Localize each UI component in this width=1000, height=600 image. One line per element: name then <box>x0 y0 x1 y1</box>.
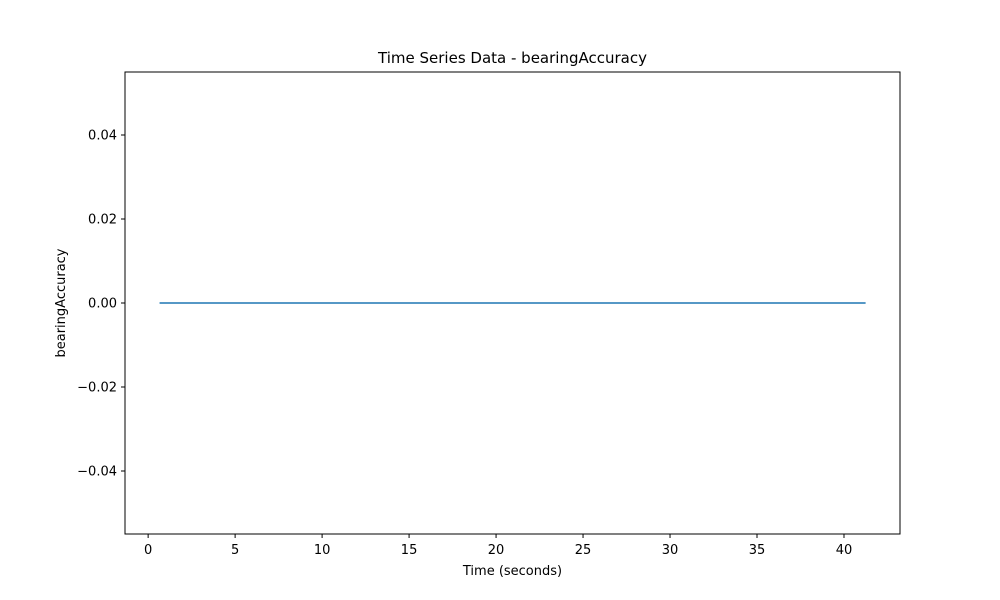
y-tick-label: 0.04 <box>88 129 117 144</box>
y-tick-label: 0.02 <box>88 213 117 228</box>
x-tick-label: 30 <box>662 543 679 558</box>
x-tick-label: 10 <box>314 543 331 558</box>
y-tick-label: −0.02 <box>77 381 117 396</box>
x-tick-label: 5 <box>231 543 239 558</box>
y-tick-label: 0.00 <box>88 297 117 312</box>
chart-title: Time Series Data - bearingAccuracy <box>377 49 647 67</box>
y-axis-label: bearingAccuracy <box>54 248 69 357</box>
x-axis-ticks: 0 5 10 15 20 25 30 35 40 <box>144 534 852 558</box>
x-tick-label: 25 <box>575 543 592 558</box>
x-tick-label: 0 <box>144 543 152 558</box>
x-tick-label: 35 <box>749 543 766 558</box>
x-tick-label: 20 <box>488 543 505 558</box>
y-axis-ticks: −0.04 −0.02 0.00 0.02 0.04 <box>77 129 125 480</box>
x-tick-label: 15 <box>401 543 418 558</box>
y-tick-label: −0.04 <box>77 465 117 480</box>
x-axis-label: Time (seconds) <box>462 564 562 579</box>
x-tick-label: 40 <box>836 543 853 558</box>
